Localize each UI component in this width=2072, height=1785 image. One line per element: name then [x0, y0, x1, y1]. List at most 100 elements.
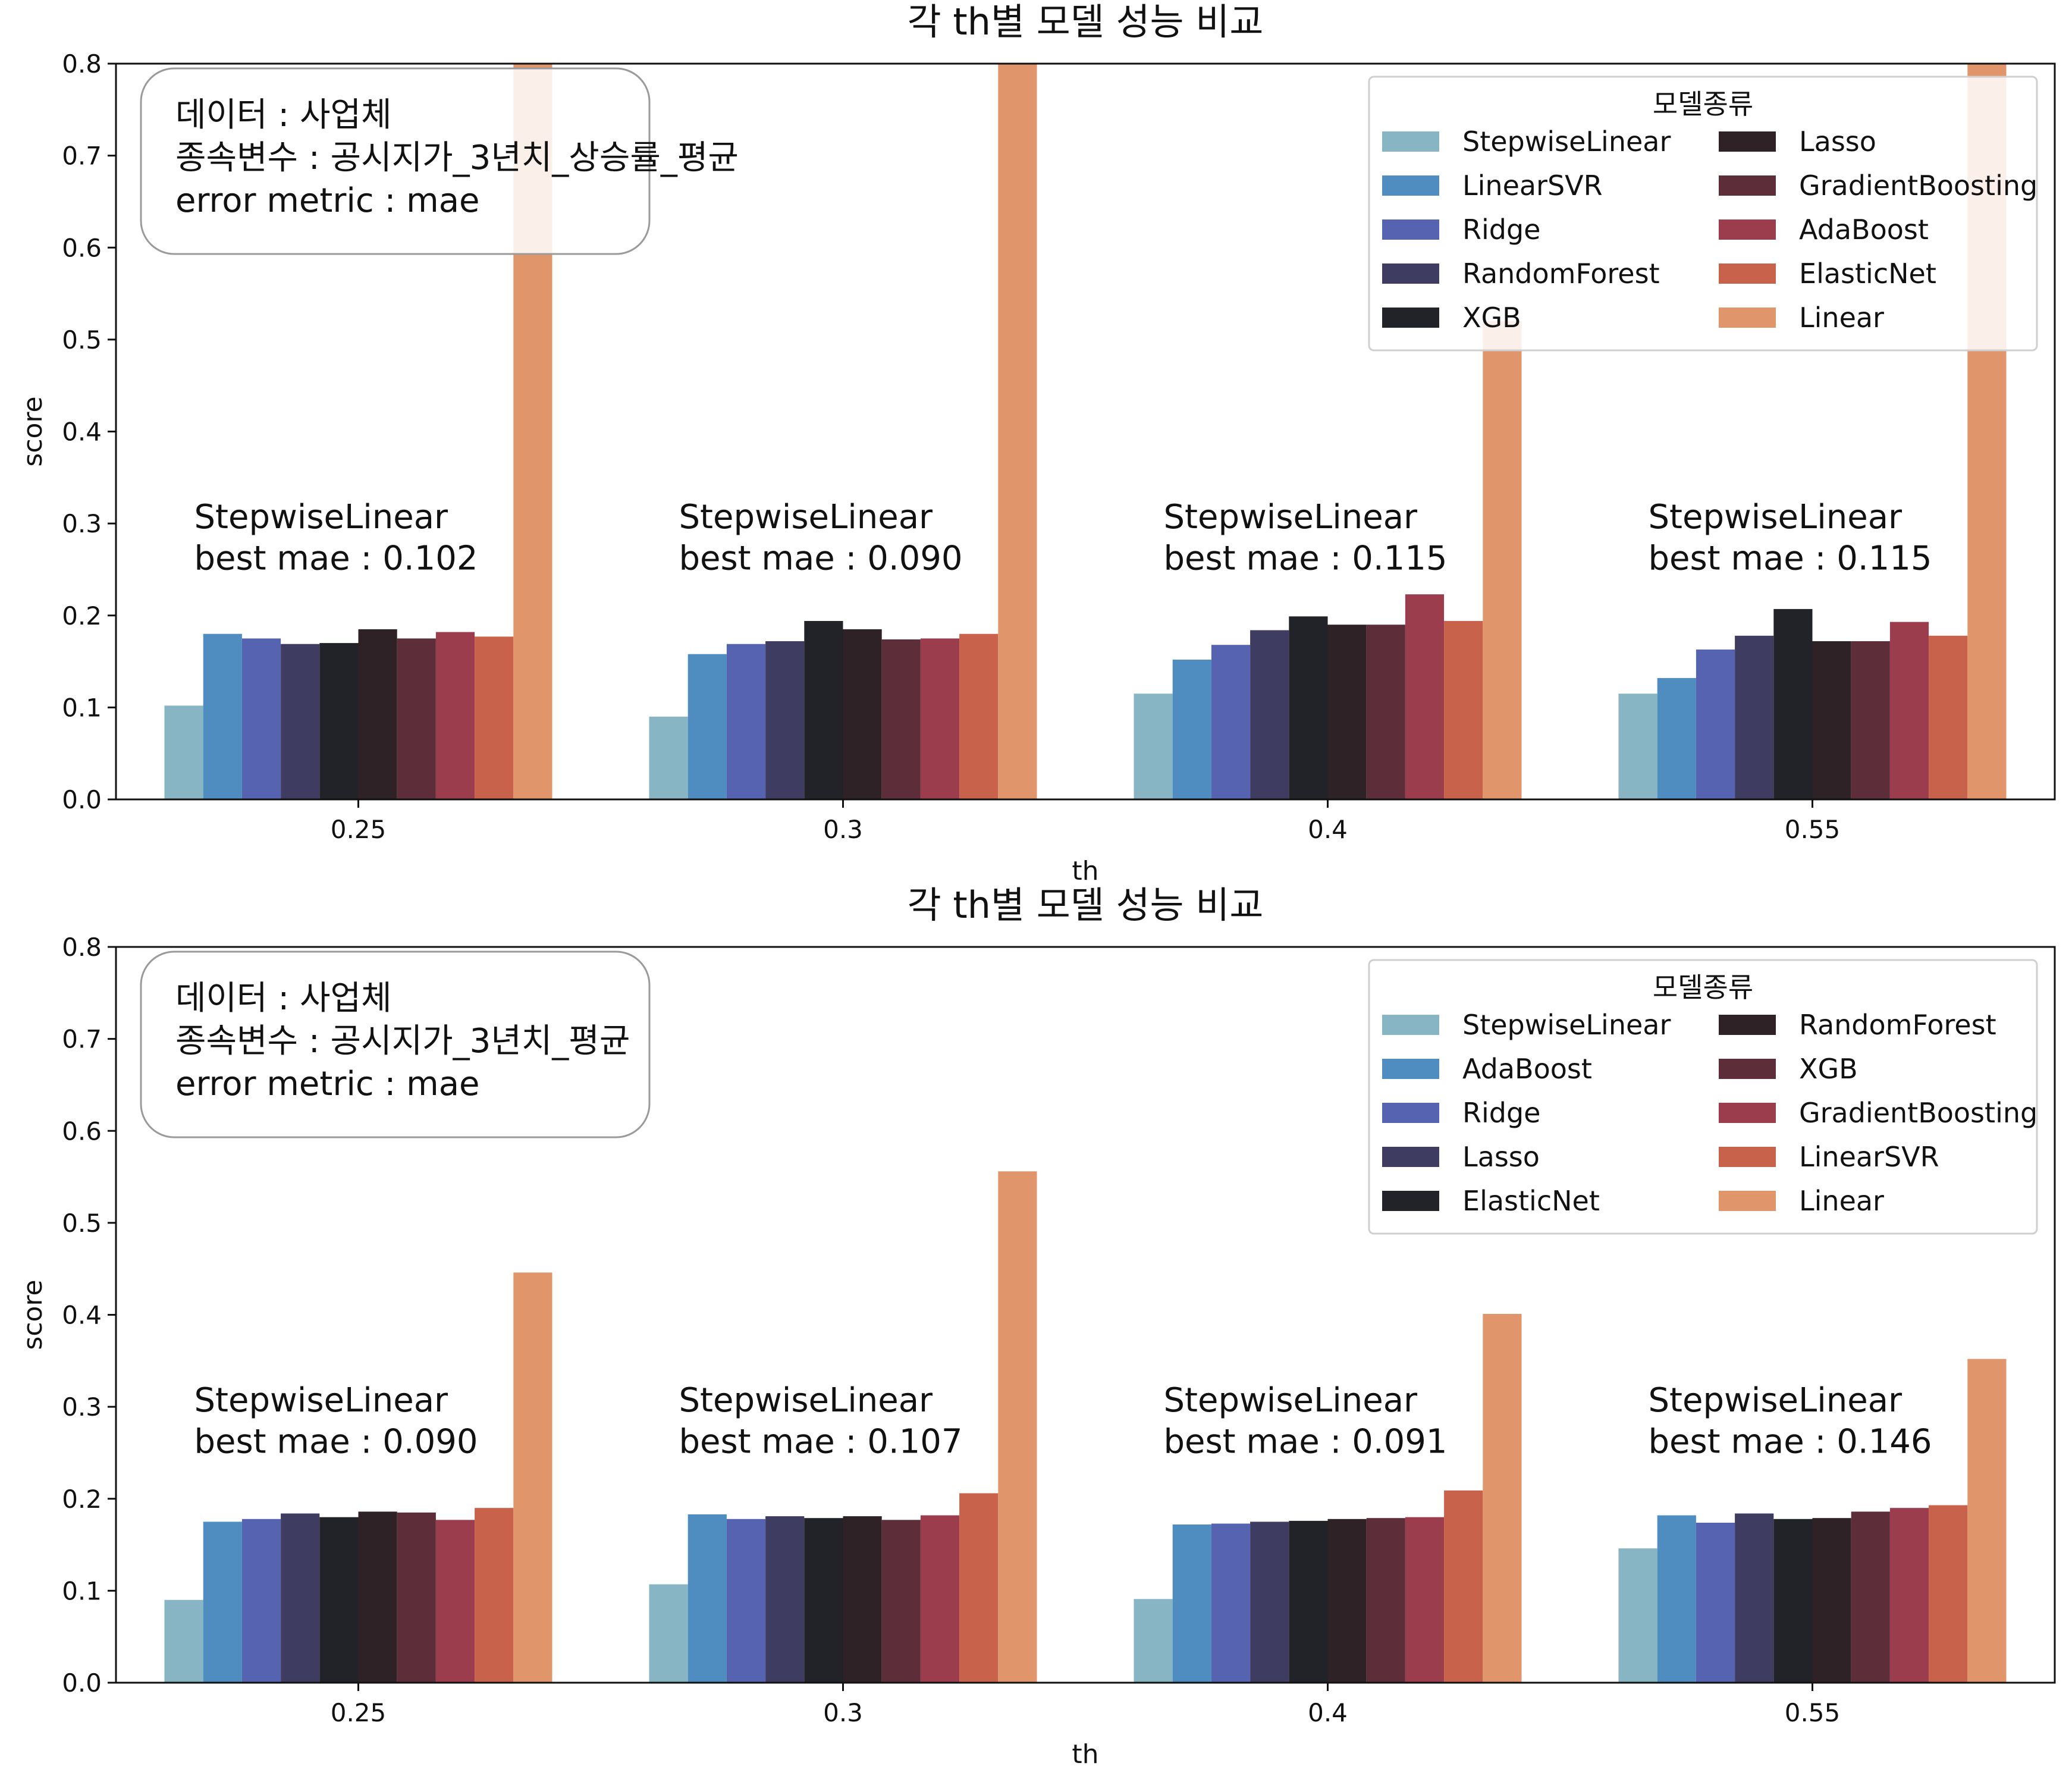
bar-randomforest-0_25 — [358, 1511, 397, 1683]
legend-swatch-stepwiselinear — [1382, 1015, 1439, 1035]
legend-label: AdaBoost — [1799, 214, 1929, 246]
y-tick-label: 0.6 — [62, 1116, 102, 1146]
bar-linearsvr-0_3 — [959, 1493, 999, 1683]
x-tick-label: 0.4 — [1308, 1698, 1348, 1727]
bar-gradientboosting-0_4 — [1405, 1517, 1445, 1683]
legend-swatch-xgb — [1719, 1059, 1776, 1079]
bar-xgb-0_3 — [804, 621, 843, 799]
legend-label: StepwiseLinear — [1462, 126, 1671, 158]
legend-swatch-elasticnet — [1719, 263, 1776, 284]
annotation-model: StepwiseLinear — [679, 1381, 934, 1420]
bar-ridge-0_55 — [1696, 1523, 1735, 1683]
chart-panel-2: 각 th별 모델 성능 비교0.00.10.20.30.40.50.60.70.… — [18, 883, 2056, 1770]
legend-label: Lasso — [1799, 126, 1876, 158]
legend-label: Linear — [1799, 302, 1884, 334]
y-axis: 0.0 0.1 0.2 0.3 0.4 0.5 0.6 0.7 0.8 — [62, 933, 116, 1698]
annotation-best-mae: best mae : 0.146 — [1649, 1422, 1932, 1461]
legend-label: AdaBoost — [1462, 1053, 1592, 1085]
bar-xgb-0_3 — [881, 1520, 921, 1683]
bar-gradientboosting-0_3 — [881, 639, 921, 799]
legend-label: Ridge — [1462, 214, 1540, 246]
legend-label: ElasticNet — [1462, 1185, 1600, 1217]
bar-elasticnet-0_3 — [959, 633, 999, 799]
bar-linearsvr-0_25 — [475, 1508, 514, 1683]
bar-adaboost-0_4 — [1405, 594, 1445, 799]
bar-ridge-0_3 — [726, 644, 766, 799]
legend-swatch-elasticnet — [1382, 1191, 1439, 1211]
annotation-model: StepwiseLinear — [194, 498, 449, 537]
bar-gradientboosting-0_55 — [1851, 641, 1890, 799]
chart-title: 각 th별 모델 성능 비교 — [908, 883, 1264, 927]
y-tick-label: 0.8 — [62, 49, 102, 79]
x-axis: 0.25 0.3 0.4 0.55 — [331, 1683, 1841, 1727]
annotation-best-mae: best mae : 0.107 — [679, 1422, 963, 1461]
annotation-best-mae: best mae : 0.091 — [1164, 1422, 1448, 1461]
bar-ridge-0_4 — [1211, 1523, 1251, 1683]
bar-stepwiselinear-0_3 — [649, 1584, 688, 1683]
bar-lasso-0_3 — [765, 1516, 805, 1683]
info-box-frame — [140, 67, 651, 255]
bar-linearsvr-0_55 — [1929, 1505, 1968, 1683]
legend-swatch-xgb — [1382, 308, 1439, 328]
bar-linear-0_4 — [1483, 1314, 1522, 1683]
bar-linearsvr-0_3 — [687, 654, 727, 799]
y-tick-label: 0.1 — [62, 693, 102, 722]
bar-randomforest-0_3 — [765, 641, 805, 799]
legend-swatch-ridge — [1382, 1103, 1439, 1123]
bar-lasso-0_55 — [1735, 1513, 1774, 1683]
bar-stepwiselinear-0_25 — [164, 1599, 203, 1683]
bar-linear-0_4 — [1483, 321, 1522, 799]
bar-elasticnet-0_3 — [804, 1518, 843, 1683]
x-axis-label: th — [1072, 1739, 1098, 1770]
annotation-model: StepwiseLinear — [1649, 498, 1903, 537]
y-tick-label: 0.2 — [62, 1485, 102, 1514]
annotation-model: StepwiseLinear — [1164, 498, 1418, 537]
bar-ridge-0_55 — [1696, 650, 1735, 799]
y-tick-label: 0.4 — [62, 418, 102, 447]
legend-swatch-stepwiselinear — [1382, 131, 1439, 152]
bar-linear-0_3 — [998, 1171, 1037, 1683]
y-tick-label: 0.5 — [62, 325, 102, 355]
bar-elasticnet-0_4 — [1289, 1520, 1328, 1683]
legend-swatch-lasso — [1719, 131, 1776, 152]
annotation-best-mae: best mae : 0.090 — [679, 539, 963, 578]
legend-swatch-ridge — [1382, 219, 1439, 240]
legend-label: StepwiseLinear — [1462, 1009, 1671, 1041]
bar-linearsvr-0_25 — [203, 633, 242, 799]
bar-xgb-0_25 — [319, 643, 359, 799]
annotation-best-mae: best mae : 0.115 — [1649, 539, 1932, 578]
bar-randomforest-0_3 — [843, 1516, 882, 1683]
bar-xgb-0_4 — [1366, 1518, 1405, 1683]
annotation-best-mae: best mae : 0.115 — [1164, 539, 1448, 578]
bar-linearsvr-0_55 — [1657, 677, 1696, 799]
bar-xgb-0_4 — [1289, 616, 1328, 799]
x-tick-label: 0.3 — [823, 815, 863, 844]
bar-xgb-0_55 — [1773, 608, 1813, 799]
bar-adaboost-0_3 — [687, 1514, 727, 1683]
legend-swatch-randomforest — [1382, 263, 1439, 284]
y-tick-label: 0.1 — [62, 1576, 102, 1605]
bar-stepwiselinear-0_4 — [1134, 694, 1173, 799]
bar-ridge-0_25 — [241, 638, 281, 799]
bar-linear-0_55 — [1967, 1359, 2007, 1683]
annotation-model: StepwiseLinear — [679, 498, 934, 537]
legend-label: Lasso — [1462, 1141, 1540, 1173]
x-tick-label: 0.55 — [1785, 1698, 1841, 1727]
bar-gradientboosting-0_25 — [397, 638, 436, 799]
info-box-line: error metric : mae — [175, 181, 480, 220]
y-tick-label: 0.0 — [62, 785, 102, 814]
bar-elasticnet-0_25 — [319, 1517, 359, 1683]
x-tick-label: 0.25 — [331, 1698, 387, 1727]
bar-adaboost-0_3 — [920, 638, 960, 799]
legend-swatch-gradientboosting — [1719, 1103, 1776, 1123]
legend-swatch-randomforest — [1719, 1015, 1776, 1035]
y-tick-label: 0.2 — [62, 601, 102, 630]
x-tick-label: 0.25 — [331, 815, 387, 844]
legend-frame — [1368, 76, 2038, 352]
legend: 모델종류 StepwiseLinear LinearSVR Ridge RandomFo… — [1368, 76, 2038, 352]
bar-xgb-0_25 — [397, 1512, 436, 1683]
info-box-frame — [140, 950, 651, 1138]
